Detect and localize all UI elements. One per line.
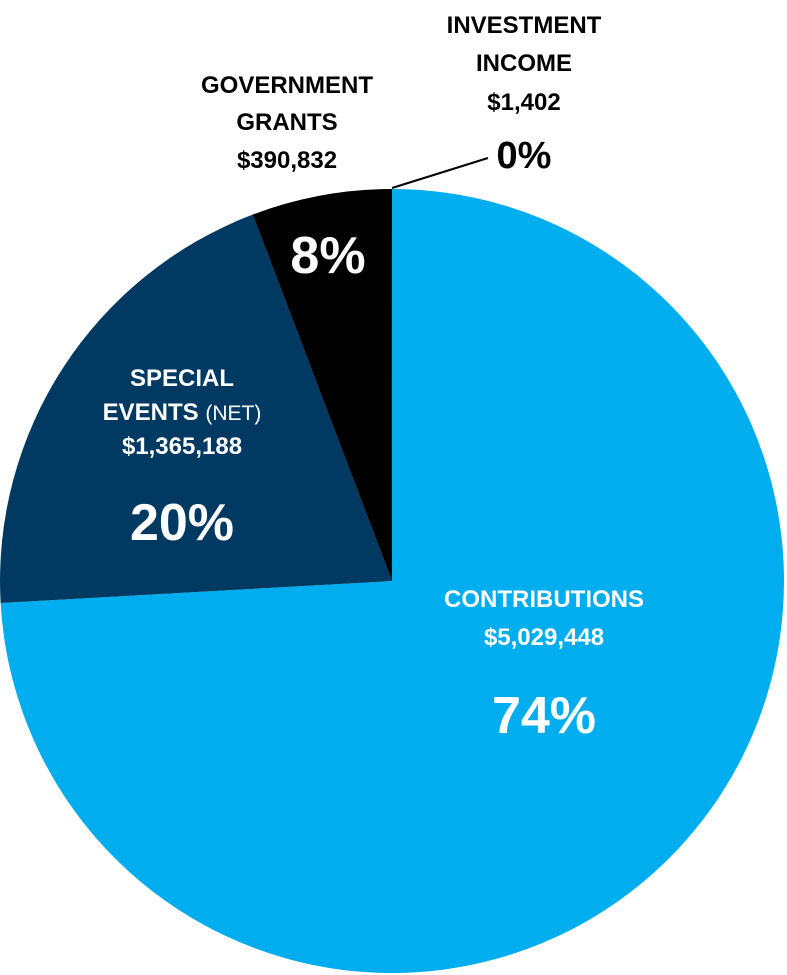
investment-income-label-line1: INVESTMENT [447, 12, 602, 39]
special-events-percent: 20% [130, 494, 234, 552]
special-events-label-line2-word: EVENTS [103, 399, 199, 426]
special-events-slice [0, 214, 393, 604]
government-grants-slice [252, 189, 392, 581]
special-events-amount: $1,365,188 [122, 433, 242, 460]
investment-income-label-line2: INCOME [476, 50, 572, 77]
special-events-label-group: SPECIAL EVENTS (NET) $1,365,188 20% [103, 365, 262, 552]
government-grants-label-line2: GRANTS [236, 109, 337, 136]
government-grants-label-line1: GOVERNMENT [201, 72, 373, 99]
investment-income-slice [391, 189, 392, 581]
special-events-label-line2: EVENTS (NET) [103, 399, 262, 426]
government-grants-label-group: GOVERNMENT GRANTS $390,832 8% [201, 72, 373, 285]
investment-income-leader-line [391, 157, 489, 189]
contributions-label-group: CONTRIBUTIONS $5,029,448 74% [444, 586, 644, 745]
special-events-label-line1: SPECIAL [130, 365, 234, 392]
investment-income-amount: $1,402 [487, 89, 560, 116]
contributions-amount: $5,029,448 [484, 624, 604, 651]
investment-income-label-group: INVESTMENT INCOME $1,402 0% [447, 12, 602, 177]
contributions-label: CONTRIBUTIONS [444, 586, 644, 613]
government-grants-percent: 8% [290, 227, 365, 285]
government-grants-amount: $390,832 [237, 147, 337, 174]
investment-income-percent: 0% [497, 135, 552, 177]
contributions-percent: 74% [492, 687, 596, 745]
special-events-label-suffix: (NET) [205, 402, 261, 425]
contributions-slice [0, 189, 784, 973]
pie-slices [0, 189, 784, 973]
